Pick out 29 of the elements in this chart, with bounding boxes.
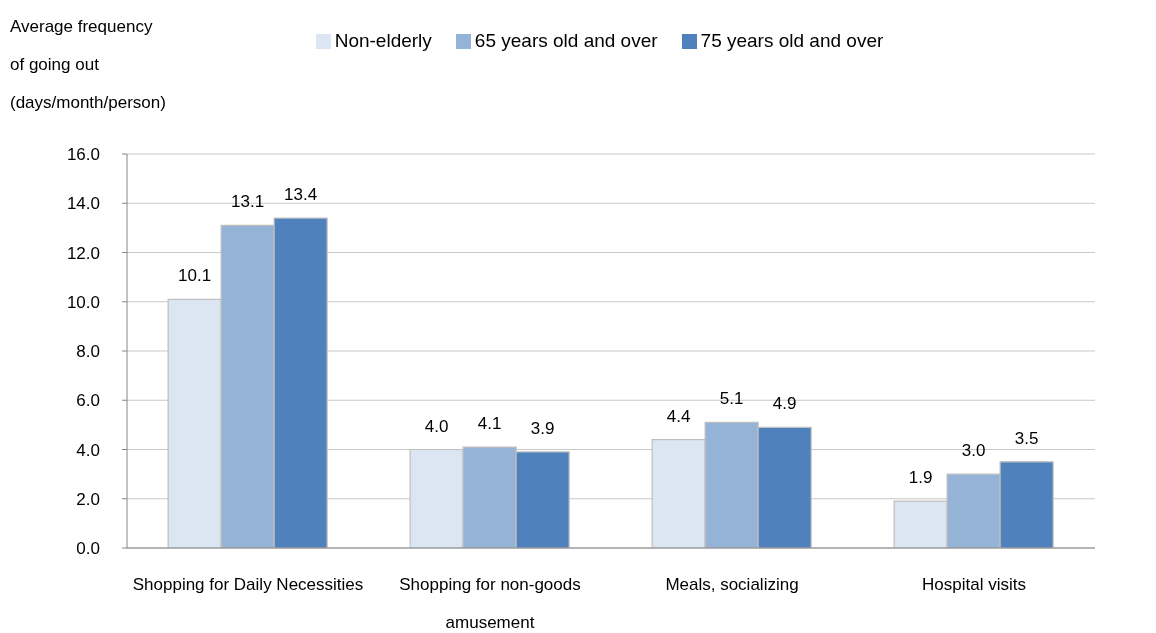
data-label: 13.1 [231, 192, 265, 212]
data-label: 4.1 [477, 414, 502, 434]
data-label: 10.1 [178, 266, 212, 286]
legend-label: Non-elderly [334, 30, 432, 51]
y-tick-label: 2.0 [76, 489, 100, 509]
y-tick-label: 10.0 [66, 292, 100, 312]
y-tick-label: 12.0 [66, 243, 100, 263]
data-label: 3.9 [530, 418, 555, 438]
legend-label: 75 years old and over [700, 30, 884, 51]
data-label: 3.0 [961, 441, 986, 461]
x-tick-label: Meals, socializing [665, 575, 799, 594]
y-tick-label: 0.0 [76, 539, 100, 559]
data-label: 4.4 [666, 406, 691, 426]
legend-label: 65 years old and over [474, 30, 658, 51]
y-tick-label: 16.0 [66, 145, 100, 165]
data-label: 4.9 [772, 394, 797, 414]
data-label: 4.0 [424, 416, 449, 436]
x-tick-label: Hospital visits [922, 575, 1026, 594]
data-label: 3.5 [1014, 428, 1039, 448]
x-tick-label: Shopping for non-goods amusement [399, 575, 581, 632]
y-tick-label: 14.0 [66, 194, 100, 214]
data-label: 13.4 [284, 185, 318, 205]
y-tick-label: 6.0 [76, 391, 100, 411]
y-tick-label: 4.0 [76, 440, 100, 460]
x-tick-label: Shopping for Daily Necessities [132, 575, 364, 594]
y-tick-label: 8.0 [76, 342, 100, 362]
y-axis-title: Average frequency of going out (days/month/person) [10, 16, 166, 114]
data-label: 5.1 [719, 389, 744, 409]
data-label: 1.9 [908, 468, 933, 488]
